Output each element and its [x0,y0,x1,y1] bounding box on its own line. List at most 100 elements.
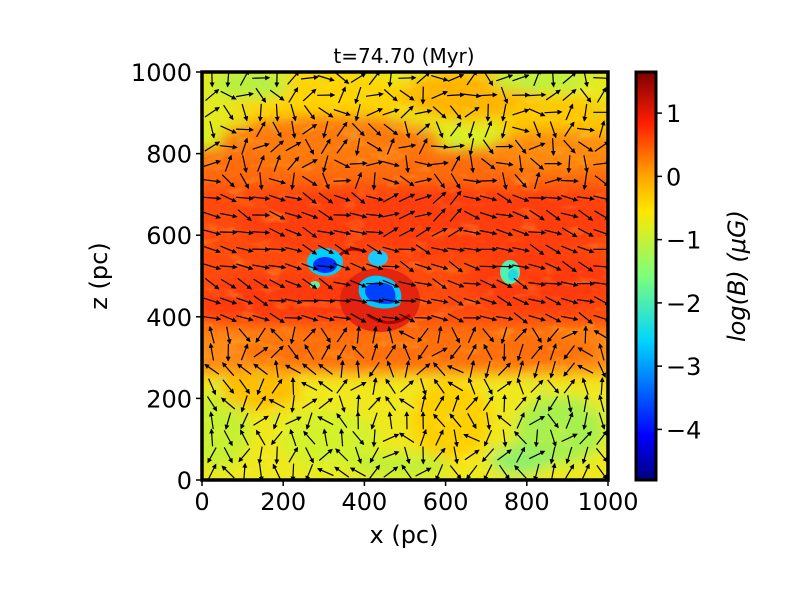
field-arrow [386,360,395,378]
field-arrow [322,121,329,139]
field-arrow [577,127,596,133]
field-arrow [255,395,267,411]
field-arrow [333,315,352,321]
field-arrow [483,464,493,480]
field-arrow [512,74,530,82]
field-arrow [549,446,556,465]
field-arrow [272,463,282,480]
field-arrow [431,263,449,271]
field-arrow [497,449,512,461]
field-arrow [318,277,334,290]
field-arrow [258,463,264,480]
y-axis-label: z (pc) [85,242,113,309]
field-arrow [268,399,285,409]
field-arrow [239,173,250,190]
field-arrow [335,448,349,462]
field-arrow [463,93,482,99]
field-arrow [220,125,237,134]
field-arrow [495,213,514,219]
colorbar-tick-label: −3 [666,353,701,381]
field-arrow [350,72,367,84]
field-arrow [273,154,281,172]
field-arrow [530,157,544,170]
field-arrow [500,86,509,105]
field-arrow [495,161,514,167]
field-arrow [565,446,573,465]
field-arrow [447,381,464,392]
field-arrow [484,360,491,379]
field-arrow [351,122,365,137]
field-arrow [416,123,431,136]
field-arrow [268,194,286,202]
field-arrow [321,343,331,360]
field-arrow [479,264,498,270]
field-arrow [382,279,400,288]
field-arrow [452,394,460,412]
field-arrow [495,315,514,322]
field-arrow [512,108,530,116]
field-arrow [302,123,318,135]
field-arrow [599,376,605,395]
field-arrow [209,428,215,447]
field-arrow [485,103,491,122]
field-arrow [560,315,579,322]
field-arrow [517,360,525,378]
field-arrow [365,230,384,236]
field-arrow [270,328,284,342]
field-arrow [451,155,461,172]
field-arrow [203,229,222,236]
field-arrow [598,412,606,430]
field-arrow [302,88,317,102]
field-arrow [383,89,398,102]
field-arrow [414,194,433,202]
field-arrow [514,328,528,342]
field-arrow [382,433,400,442]
field-arrow [533,394,541,412]
field-arrow [301,314,319,322]
field-arrow [398,398,415,409]
field-arrow [544,281,563,287]
field-arrow [318,363,333,375]
field-arrow [302,192,317,204]
field-arrow [583,394,589,413]
field-arrow [398,75,417,81]
field-arrow [560,178,579,184]
field-arrow [269,279,286,289]
field-arrow [468,138,475,156]
field-arrow [349,212,368,219]
field-arrow [387,411,393,430]
field-arrow [349,230,368,236]
field-arrow [579,88,592,103]
field-arrow [545,313,562,323]
field-arrow [529,415,546,426]
field-arrow [333,281,352,287]
field-arrow [528,142,546,151]
field-arrow [203,297,222,305]
field-arrow [203,211,222,219]
field-arrow [383,123,399,136]
field-arrow [500,326,508,345]
field-arrow [400,105,414,119]
field-arrow [316,468,334,477]
field-arrow [365,195,384,202]
field-arrow [222,379,235,394]
field-arrow [303,328,316,342]
field-arrow [431,75,449,82]
field-arrow [236,315,254,322]
field-arrow [219,144,238,150]
field-arrow [560,212,579,219]
field-arrow [317,416,334,426]
field-arrow [386,137,395,155]
field-arrow [435,429,444,446]
field-arrow [465,396,479,411]
y-tick-label: 0 [177,467,192,495]
field-arrow [404,446,411,465]
field-arrow [354,446,362,465]
field-arrow [420,394,427,413]
field-arrow [220,90,237,100]
field-arrow [545,296,562,306]
field-arrow [398,281,417,288]
field-arrow [336,327,348,343]
field-arrow [431,347,448,357]
field-arrow [582,172,588,191]
